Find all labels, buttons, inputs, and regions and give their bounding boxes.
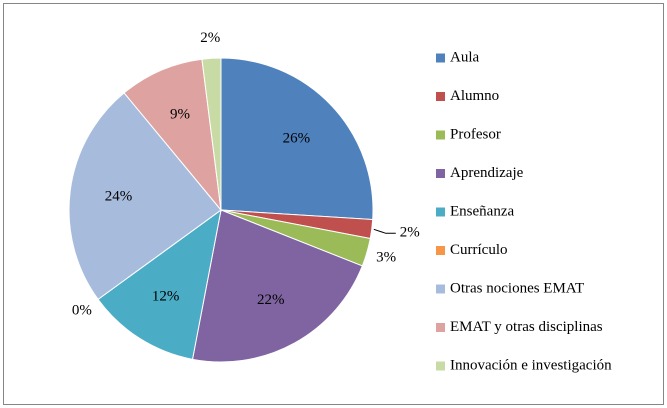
pie-slice (68, 92, 222, 301)
legend-swatch (436, 284, 445, 294)
pie-slice (97, 208, 222, 360)
legend-swatch (436, 169, 445, 178)
legend-swatch (436, 92, 445, 101)
legend-label: Otras nociones EMAT (450, 280, 584, 296)
legend-label: Innovación e investigación (450, 357, 612, 373)
data-label: 24% (105, 188, 133, 204)
pie-slice (220, 57, 374, 221)
legend-swatch (436, 130, 445, 140)
legend-label: Alumno (450, 88, 499, 104)
legend-label: EMAT y otras disciplinas (450, 319, 603, 335)
data-label: 22% (257, 292, 285, 308)
legend-swatch (436, 323, 445, 332)
pie-slice (201, 57, 222, 211)
legend-label: Profesor (450, 126, 501, 142)
data-label: 3% (376, 249, 396, 265)
legend-swatch (436, 207, 445, 217)
leader-line (373, 228, 396, 234)
data-label: 2% (200, 30, 220, 46)
legend-label: Currículo (450, 242, 508, 258)
pie-slice (123, 58, 222, 212)
data-label: 2% (400, 225, 420, 241)
data-label: 0% (72, 303, 92, 319)
legend-label: Aula (450, 49, 480, 65)
data-label: 9% (170, 107, 190, 123)
data-label: 12% (152, 289, 180, 305)
legend-label: Aprendizaje (450, 165, 524, 181)
legend-swatch (436, 53, 445, 63)
pie-slice (191, 209, 363, 363)
data-label: 26% (283, 131, 311, 147)
legend-label: Enseñanza (450, 203, 514, 219)
legend-swatch (436, 361, 445, 371)
legend-swatch (436, 246, 445, 255)
